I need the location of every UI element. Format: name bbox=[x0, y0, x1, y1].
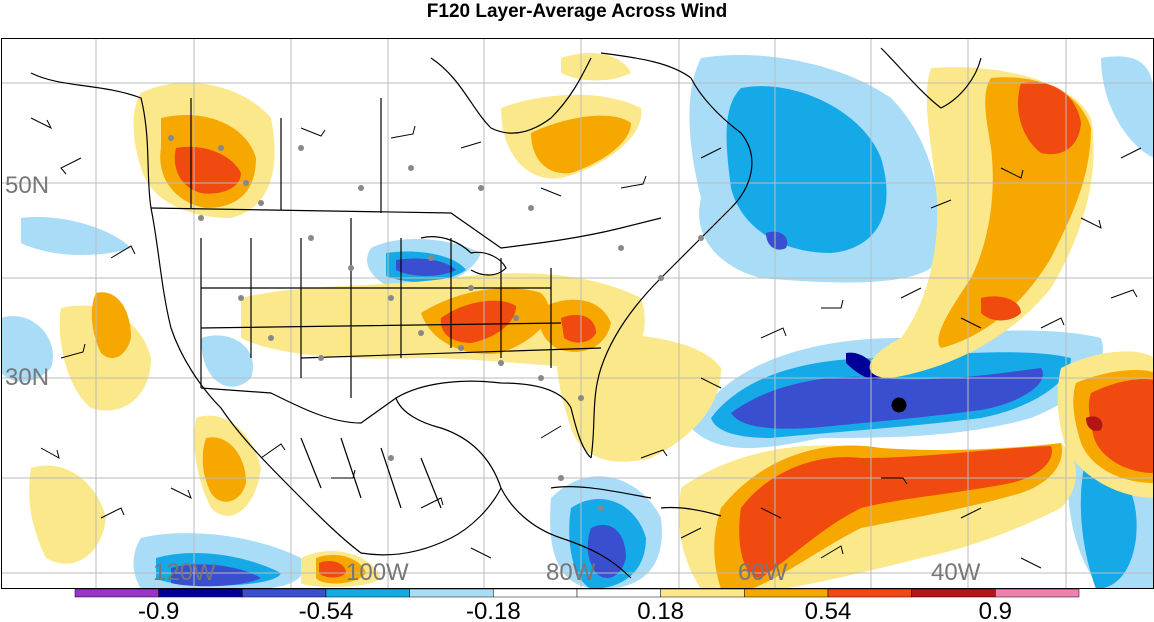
state-lines bbox=[200, 218, 602, 398]
colorbar-bin bbox=[242, 588, 327, 598]
coastline-north-america-west bbox=[30, 72, 502, 556]
neg-contour-strong-north-atlantic bbox=[766, 231, 788, 250]
pos-contour-pacific-southwest bbox=[29, 465, 106, 564]
lat-label-30n: 30N bbox=[5, 364, 49, 391]
coastline-canada-east bbox=[600, 52, 753, 209]
pos-contour-strong-northeast-atlantic bbox=[1017, 82, 1081, 155]
colorbar-bin bbox=[660, 588, 745, 598]
pos-contour-mid-pacific-west bbox=[91, 292, 131, 358]
colorbar-bins bbox=[74, 588, 1080, 598]
pos-contour-northeast-canada bbox=[561, 53, 631, 81]
colorbar-tick-label: -0.54 bbox=[299, 598, 354, 622]
neg-contour-strong-great-lakes bbox=[396, 258, 456, 276]
lon-label-60w: 60W bbox=[738, 559, 788, 586]
neg-contour-pacific-west bbox=[1, 316, 53, 382]
lat-lon-grid bbox=[1, 38, 1154, 589]
neg-contour-strong-central-atlantic bbox=[731, 368, 1043, 429]
pos-contour-southeast-us bbox=[556, 334, 721, 462]
neg-contour-pacific-north bbox=[21, 217, 131, 255]
colorbar-tick-label: 0.54 bbox=[805, 598, 852, 622]
pos-contour-strong-east-atlantic bbox=[1088, 379, 1154, 473]
colorbar-bin bbox=[409, 588, 494, 598]
pos-contour-strong-northeast-atlantic-2 bbox=[981, 296, 1021, 321]
pos-contour-strong-south-atlantic bbox=[739, 446, 1052, 578]
coastline-hudson-bay bbox=[430, 57, 592, 134]
colorbar-tick-labels: -0.9 -0.54 -0.18 0.18 0.54 0.9 bbox=[138, 598, 1012, 622]
pos-contour-mid-mexico-west bbox=[202, 437, 246, 502]
pos-contour-strong-central-us bbox=[440, 300, 516, 343]
neg-contour-far-northeast bbox=[1101, 56, 1154, 158]
coastline-great-lakes bbox=[420, 236, 507, 276]
colorbar-bin bbox=[576, 588, 661, 598]
colorbar-tick-label: -0.18 bbox=[466, 598, 521, 622]
chart-title: F120 Layer-Average Across Wind bbox=[426, 1, 728, 22]
coastline-gulf bbox=[395, 380, 592, 489]
weather-map: 50N 30N 120W 100W 80W 60W 40W bbox=[1, 38, 1154, 589]
colorbar-bin bbox=[827, 588, 912, 598]
colorbar: -0.9 -0.54 -0.18 0.18 0.54 0.9 bbox=[74, 588, 1080, 622]
lon-label-100w: 100W bbox=[346, 559, 409, 586]
us-canada-border bbox=[150, 207, 662, 249]
colorbar-bin bbox=[744, 588, 829, 598]
pos-contour-strong-southeast-us bbox=[561, 314, 596, 343]
pos-contour-max-east-atlantic bbox=[1086, 416, 1103, 431]
coastline-central-america bbox=[500, 487, 632, 579]
contour-fields bbox=[1, 53, 1154, 589]
colorbar-bin bbox=[493, 588, 578, 598]
lat-label-50n: 50N bbox=[5, 172, 49, 199]
coastline-greenland bbox=[880, 47, 982, 109]
lon-label-120w: 120W bbox=[153, 559, 216, 586]
lon-label-80w: 80W bbox=[546, 559, 596, 586]
neg-contour-rockies bbox=[201, 335, 253, 387]
wind-barbs bbox=[30, 117, 1142, 569]
station-dots bbox=[168, 135, 704, 511]
colorbar-bin bbox=[995, 588, 1080, 598]
colorbar-tick-label: -0.9 bbox=[138, 598, 179, 622]
coastline-east-us bbox=[590, 207, 732, 459]
colorbar-bin bbox=[325, 588, 410, 598]
location-marker bbox=[891, 397, 907, 413]
canada-province-lines bbox=[190, 98, 382, 213]
colorbar-bin bbox=[911, 588, 996, 598]
coastlines bbox=[30, 47, 982, 579]
coastline-caribbean-islands bbox=[550, 486, 722, 517]
us-mexico-border bbox=[200, 387, 397, 424]
colorbar-tick-label: 0.9 bbox=[979, 598, 1012, 622]
colorbar-bin bbox=[158, 588, 243, 598]
colorbar-tick-label: 0.18 bbox=[637, 598, 684, 622]
neg-contour-mid-north-atlantic bbox=[726, 86, 887, 253]
lon-label-40w: 40W bbox=[931, 559, 981, 586]
mexico-state-lines bbox=[300, 437, 442, 509]
colorbar-bin bbox=[74, 588, 159, 598]
